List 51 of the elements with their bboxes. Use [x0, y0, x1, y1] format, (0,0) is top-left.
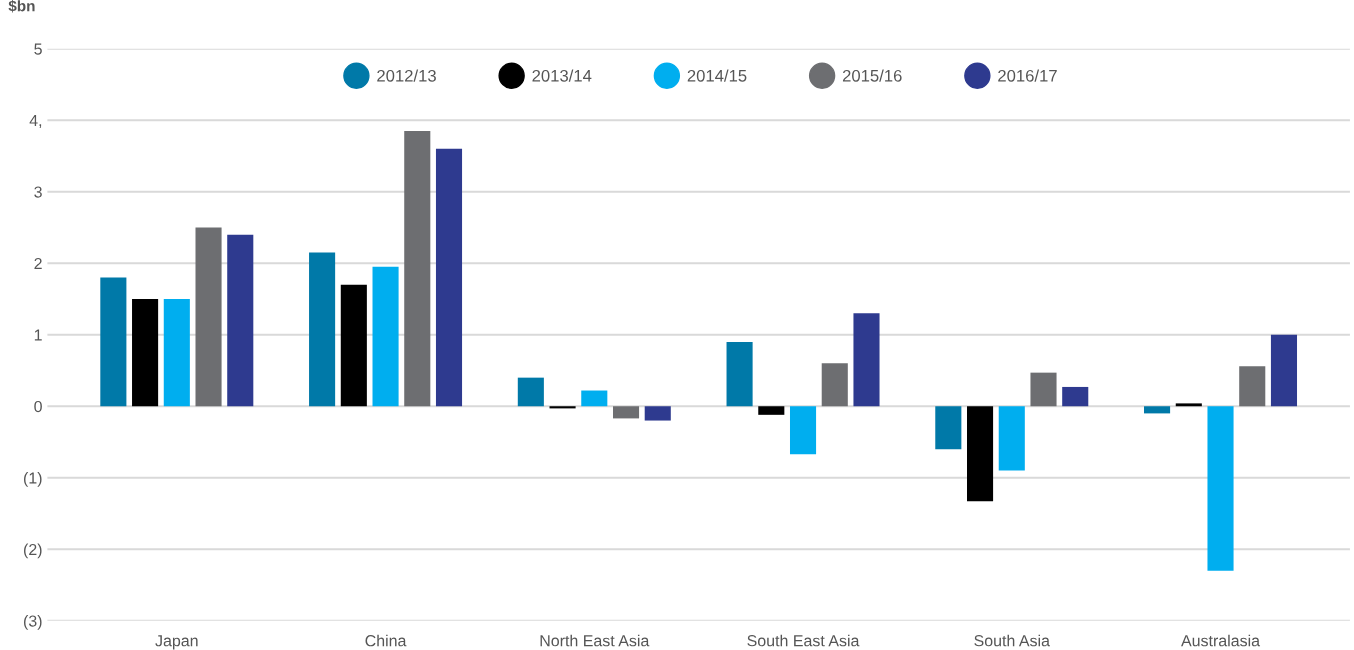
bar: [644, 406, 671, 421]
bar: [1207, 406, 1234, 571]
bar: [435, 148, 463, 407]
bar: [821, 363, 848, 407]
bar: [549, 406, 576, 409]
legend-label: 2013/14: [532, 69, 592, 82]
y-tick-label: (3): [24, 614, 42, 630]
bar: [517, 377, 544, 407]
y-tick-label: 4,: [29, 115, 42, 129]
bar: [1270, 334, 1298, 407]
legend-label: 2015/16: [842, 69, 902, 82]
bar: [1144, 406, 1171, 414]
bar: [612, 406, 640, 419]
bar: [100, 277, 127, 407]
x-tick-label: South East Asia: [747, 634, 860, 647]
bar: [1175, 403, 1202, 407]
bar: [309, 252, 336, 407]
legend-label: 2016/17: [998, 69, 1057, 82]
bar: [758, 406, 785, 415]
y-tick-label: 3: [34, 186, 42, 198]
y-tick-label: 0: [34, 400, 42, 413]
bar: [935, 406, 962, 450]
bar: [227, 234, 254, 407]
bar: [726, 341, 753, 407]
y-tick-label: 2: [34, 257, 42, 270]
bar: [1030, 372, 1057, 407]
y-tick-label: 5: [34, 43, 42, 55]
y-tick-label: (1): [24, 471, 42, 487]
bar: [404, 130, 431, 407]
legend-label: 2014/15: [687, 69, 747, 82]
bar: [998, 406, 1025, 471]
x-tick-label: Japan: [155, 635, 198, 650]
bar: [372, 266, 399, 407]
bar: [581, 390, 608, 407]
x-tick-label: South Asia: [974, 634, 1050, 647]
x-tick-label: North East Asia: [540, 634, 650, 647]
legend-label: 2012/13: [377, 69, 436, 82]
bar: [789, 406, 817, 455]
bar: [1239, 366, 1266, 407]
bar: [853, 313, 880, 407]
x-tick-label: China: [365, 634, 407, 647]
bar: [340, 284, 367, 407]
x-tick-label: Australasia: [1181, 634, 1261, 647]
bar: [967, 406, 994, 502]
y-tick-label: 1: [34, 329, 42, 341]
y-axis-title: $bn: [8, 0, 35, 13]
bar: [195, 227, 222, 407]
bar: [1062, 386, 1089, 407]
bar: [132, 299, 159, 407]
y-tick-label: (2): [24, 543, 42, 559]
bar: [163, 299, 190, 407]
